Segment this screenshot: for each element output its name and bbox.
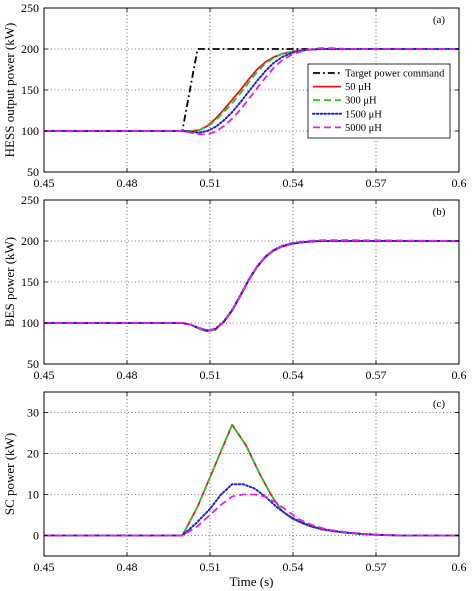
x-tick-label: 0.54 <box>283 368 304 382</box>
x-tick-label: 0.48 <box>117 176 138 190</box>
y-axis-label: BES power (kW) <box>2 237 17 327</box>
panel-tag: (b) <box>433 206 446 218</box>
x-tick-label: 0.54 <box>283 560 304 574</box>
y-tick-label: 50 <box>27 165 39 179</box>
series-line-1500-h <box>44 240 459 332</box>
panel-3: 0.45 0.48 0.51 0.54 0.57 0.6 0 10 20 30 SC power (… <box>2 391 467 589</box>
x-tick-label: 0.45 <box>34 560 55 574</box>
y-tick-label: 250 <box>21 1 39 15</box>
x-tick-label: 0.51 <box>200 560 221 574</box>
x-tick-label: 0.6 <box>452 560 467 574</box>
y-tick-label: 250 <box>21 193 39 207</box>
panel-2: 0.45 0.48 0.51 0.54 0.57 0.6 50 100 150 200 250 BES… <box>2 193 467 382</box>
y-tick-label: 0 <box>33 529 39 543</box>
series-line-300-h <box>44 48 459 132</box>
series-line-300-h <box>44 240 459 333</box>
x-tick-label: 0.54 <box>283 176 304 190</box>
x-axis-label: Time (s) <box>230 574 274 589</box>
series-line-5000-h <box>44 493 459 537</box>
y-tick-label: 150 <box>21 83 39 97</box>
y-tick-label: 200 <box>21 234 39 248</box>
y-tick-label: 20 <box>27 447 39 461</box>
series-line-1500-h <box>44 483 459 537</box>
x-tick-label: 0.48 <box>117 560 138 574</box>
series-line-300-h <box>44 423 459 537</box>
legend-entry: 5000 μH <box>345 123 382 134</box>
y-tick-label: 200 <box>21 42 39 56</box>
x-tick-label: 0.57 <box>366 176 387 190</box>
series-line-target-power-command <box>44 48 459 132</box>
legend-entry: 300 μH <box>345 96 377 107</box>
x-tick-label: 0.51 <box>200 176 221 190</box>
legend: Target power command 50 μH 300 μH 1500 μH 50… <box>307 63 451 139</box>
plot-frame <box>43 391 460 557</box>
x-tick-label: 0.51 <box>200 368 221 382</box>
y-tick-label: 150 <box>21 275 39 289</box>
legend-entry: 1500 μH <box>345 109 382 120</box>
y-tick-label: 10 <box>27 488 39 502</box>
series-line-5000-h <box>44 239 459 332</box>
x-tick-label: 0.57 <box>366 560 387 574</box>
series-line-5000-h <box>44 47 459 136</box>
y-tick-label: 50 <box>27 357 39 371</box>
panel-1: 0.45 0.48 0.51 0.54 0.57 0.6 50 100 150 200 250 HES… <box>2 1 467 190</box>
x-tick-label: 0.48 <box>117 368 138 382</box>
panel-tag: (a) <box>433 14 446 26</box>
x-tick-label: 0.45 <box>34 176 55 190</box>
x-tick-label: 0.6 <box>452 368 467 382</box>
y-tick-label: 100 <box>21 316 39 330</box>
series-line-50-h <box>44 423 459 537</box>
legend-entry: 50 μH <box>345 82 372 93</box>
x-tick-label: 0.45 <box>34 368 55 382</box>
y-axis-label: HESS output power (kW) <box>2 23 17 158</box>
legend-entry: Target power command <box>345 69 445 80</box>
y-tick-label: 100 <box>21 124 39 138</box>
x-tick-label: 0.57 <box>366 368 387 382</box>
legend-box <box>307 63 451 139</box>
y-axis-label: SC power (kW) <box>2 433 17 515</box>
panel-tag: (c) <box>433 398 446 410</box>
series-line-50-h <box>44 240 459 333</box>
y-tick-label: 30 <box>27 406 39 420</box>
x-tick-label: 0.6 <box>452 176 467 190</box>
